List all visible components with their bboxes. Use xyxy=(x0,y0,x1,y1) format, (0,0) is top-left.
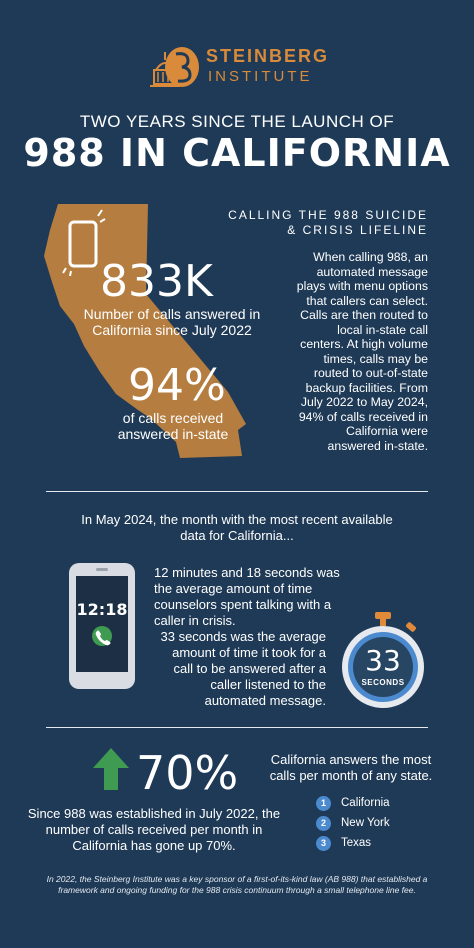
stopwatch-unit: SECONDS xyxy=(361,678,405,687)
state-name: California xyxy=(341,797,390,809)
brand-name-line1: STEINBERG xyxy=(206,46,330,66)
ringing-phone-icon xyxy=(62,209,106,276)
state-name: New York xyxy=(341,817,390,829)
rank-badge: 1 xyxy=(316,795,331,811)
footer-note: In 2022, the Steinberg Institute was a k… xyxy=(46,874,428,895)
brand-logo: STEINBERG INSTITUTE xyxy=(148,44,338,90)
growth-description: Since 988 was established in July 2022, … xyxy=(27,806,281,853)
calls-answered-stat: 833K xyxy=(100,256,213,307)
smartphone-icon: 12:18 xyxy=(68,562,136,690)
phone-clock-time: 12:18 xyxy=(76,600,128,619)
rank-badge: 3 xyxy=(316,835,331,851)
list-item: 2 New York xyxy=(316,814,390,832)
stopwatch-icon: 33 SECONDS xyxy=(340,610,426,710)
up-arrow-icon xyxy=(93,748,129,790)
page-title: 988 IN CALIFORNIA xyxy=(23,131,451,175)
rank-badge: 2 xyxy=(316,815,331,831)
in-state-caption: of calls received answered in-state xyxy=(117,410,229,442)
stopwatch-value: 33 xyxy=(365,644,401,677)
brand-name-line2: INSTITUTE xyxy=(208,68,313,85)
growth-stat: 70% xyxy=(136,746,239,800)
may-2024-heading: In May 2024, the month with the most rec… xyxy=(81,512,393,543)
section-divider xyxy=(46,727,428,728)
lifeline-description: When calling 988, an automated message p… xyxy=(296,250,428,453)
california-map-icon xyxy=(44,204,246,458)
state-name: Texas xyxy=(341,837,372,849)
list-item: 1 California xyxy=(316,794,390,812)
lifeline-section-title: CALLING THE 988 SUICIDE & CRISIS LIFELIN… xyxy=(228,208,428,237)
calls-answered-caption: Number of calls answered in California s… xyxy=(83,306,261,338)
capitol-logo-icon xyxy=(150,47,199,87)
talk-time-text: 12 minutes and 18 seconds was the averag… xyxy=(154,565,340,628)
section-divider xyxy=(46,491,428,492)
ranking-description: California answers the most calls per mo… xyxy=(269,752,433,783)
list-item: 3 Texas xyxy=(316,834,371,852)
answer-time-text: 33 seconds was the average amount of tim… xyxy=(160,629,327,708)
in-state-stat: 94% xyxy=(128,360,226,411)
page-subtitle: TWO YEARS SINCE THE LAUNCH OF xyxy=(79,112,395,131)
